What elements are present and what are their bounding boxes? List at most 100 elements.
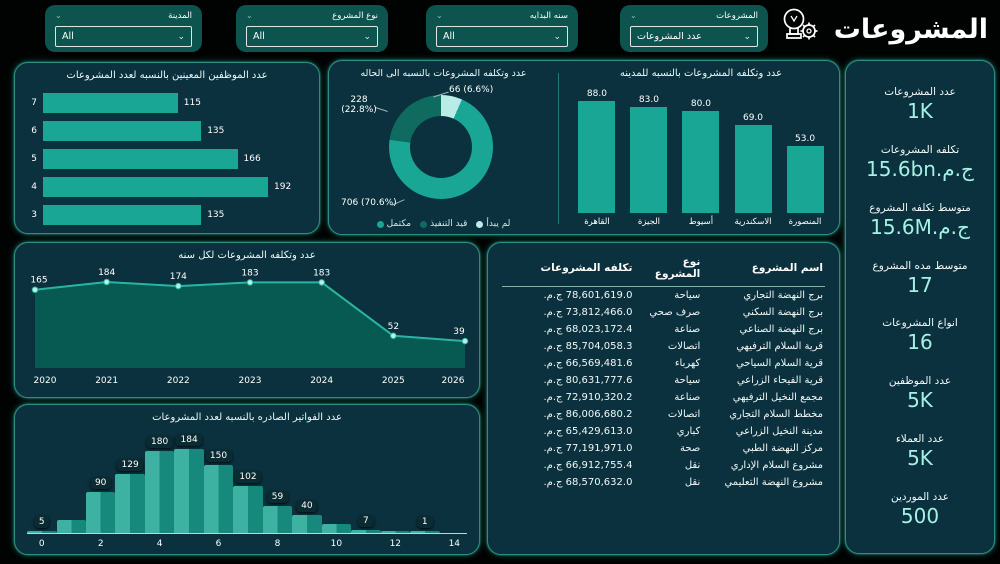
- data-point-2021[interactable]: [103, 278, 110, 286]
- chart-card-invoices: عدد الفواتير الصادره بالنسبه لعدد المشرو…: [14, 404, 480, 555]
- filter-start-year-label: سنه البدايه: [529, 11, 568, 21]
- kpi-value: 16: [907, 330, 933, 355]
- col-header-project-type[interactable]: نوع المشروع: [634, 251, 703, 287]
- hist-bar-9[interactable]: [292, 514, 322, 533]
- data-point-2020[interactable]: [31, 286, 39, 294]
- hist-bar-12[interactable]: [380, 531, 411, 533]
- bar-المنصورة[interactable]: [786, 145, 824, 213]
- kpi-label: عدد الموظفين: [888, 375, 952, 388]
- category-label: الجيزة: [637, 217, 661, 227]
- chevron-down-icon: ⌄: [743, 31, 751, 42]
- cell-project-cost: 66,569,481.6 ج.م.: [543, 358, 633, 369]
- chevron-down-icon: ⌄: [553, 31, 561, 42]
- data-point-2022[interactable]: [175, 282, 182, 290]
- table-row[interactable]: قرية الفيحاء الزراعي سياحة 80,631,777.6 ج.…: [502, 372, 825, 389]
- filter-projects-measure: المشروعات ⌄ عدد المشروعات ⌄: [620, 5, 768, 52]
- collapse-chevron-icon[interactable]: ⌄: [55, 11, 62, 20]
- hist-bar-4[interactable]: [144, 450, 175, 533]
- filter-project-type-select[interactable]: All ⌄: [246, 26, 378, 47]
- collapse-chevron-icon[interactable]: ⌄: [630, 11, 637, 20]
- filter-city-select[interactable]: All ⌄: [55, 26, 192, 47]
- hist-bar-11[interactable]: [351, 529, 381, 533]
- cell-project-name: قرية السلام السياحي: [735, 358, 823, 369]
- table-row[interactable]: قرية السلام الترفيهي اتصالات 85,704,058.3 …: [502, 338, 825, 355]
- bar-4[interactable]: [43, 177, 268, 197]
- table-row[interactable]: مشروع السلام الإداري نقل 66,912,755.4 ج.م.: [502, 457, 825, 474]
- filter-projects-measure-header: المشروعات ⌄: [630, 11, 758, 21]
- hbar-row: 6 135: [25, 121, 311, 141]
- value-label: 88.0: [586, 89, 607, 99]
- bar-القاهرة[interactable]: [578, 101, 616, 213]
- area-fill[interactable]: [35, 282, 465, 368]
- bar-الاسكندرية[interactable]: [734, 125, 772, 213]
- table-row[interactable]: برج النهضة السكني صرف صحي 73,812,466.0 ج.م…: [502, 304, 825, 321]
- legend-item-2[interactable]: مكتمل: [376, 219, 412, 229]
- x-tick-label: 2021: [95, 376, 118, 386]
- donut-ring[interactable]: [389, 95, 493, 199]
- col-header-project-cost[interactable]: تكلفه المشروعات: [502, 251, 635, 287]
- data-point-2023[interactable]: [246, 279, 254, 286]
- hist-bar-8[interactable]: [262, 506, 293, 533]
- kpi-label: عدد العملاء: [895, 433, 945, 446]
- hist-bar-6[interactable]: [203, 464, 234, 533]
- value-label: 165: [30, 276, 47, 286]
- chart-title-status: عدد وتكلفه المشروعات بالنسبه الى الحاله: [360, 68, 527, 79]
- filter-projects-measure-select[interactable]: عدد المشروعات ⌄: [630, 26, 758, 47]
- filter-start-year-select[interactable]: All ⌄: [436, 26, 568, 47]
- chevron-down-icon: ⌄: [363, 31, 371, 42]
- column-2: 80.0 أسيوط: [682, 87, 720, 232]
- cell-project-name: مركز النهضة الطبي: [742, 443, 823, 454]
- data-point-2024[interactable]: [318, 279, 325, 286]
- hist-value-label: 59: [266, 491, 289, 504]
- table-row[interactable]: قرية السلام السياحي كهرباء 66,569,481.6 ج.…: [502, 355, 825, 372]
- bar-5[interactable]: [43, 149, 238, 169]
- filter-projects-measure-value: عدد المشروعات: [637, 31, 702, 42]
- columns-section: عدد وتكلفه المشروعات بالنسبه للمدينه 88.…: [563, 61, 839, 236]
- legend-label: لم يبدأ: [486, 219, 511, 229]
- hist-bar-10[interactable]: [321, 523, 352, 533]
- data-point-2025[interactable]: [390, 332, 397, 340]
- cell-project-cost: 68,023,172.4 ج.م.: [543, 324, 633, 335]
- legend-item-1[interactable]: قيد التنفيذ: [420, 219, 467, 229]
- table-row[interactable]: مجمع النخيل الترفيهي صناعة 72,910,320.2 ج.…: [502, 389, 825, 406]
- hist-bar-0[interactable]: [27, 530, 57, 533]
- hist-bar-3[interactable]: [115, 474, 145, 533]
- cell-project-name: مخطط السلام التجاري: [729, 409, 823, 420]
- data-point-2026[interactable]: [461, 337, 469, 345]
- bar-أسيوط[interactable]: [682, 111, 720, 213]
- bar-الجيزة[interactable]: [630, 107, 668, 213]
- x-tick-label: 2022: [167, 376, 190, 386]
- bar-3[interactable]: [43, 205, 202, 225]
- table-row[interactable]: مركز النهضة الطبي صحة 77,191,971.0 ج.م.: [502, 440, 825, 457]
- hist-bar-5[interactable]: [174, 449, 204, 533]
- donut-section: عدد وتكلفه المشروعات بالنسبه الى الحاله …: [329, 61, 558, 236]
- cell-project-name: مدينة النخيل الزراعي: [735, 426, 823, 437]
- collapse-chevron-icon[interactable]: ⌄: [436, 11, 443, 20]
- hist-bar-7[interactable]: [233, 486, 263, 533]
- cell-project-name: قرية السلام الترفيهي: [736, 341, 823, 352]
- bar-6[interactable]: [43, 121, 202, 141]
- table-row[interactable]: مدينة النخيل الزراعي كباري 65,429,613.0 ج.…: [502, 423, 825, 440]
- hist-value-label: 150: [204, 449, 233, 462]
- hbar-plot: 7 115 6 135 5 166 4 192 3 135: [25, 93, 311, 225]
- category-label: القاهرة: [584, 217, 610, 227]
- hist-bar-1[interactable]: [56, 520, 86, 533]
- bar-7[interactable]: [43, 93, 178, 113]
- table-row[interactable]: برج النهضة التجاري سياحة 78,601,619.0 ج.م.: [502, 287, 825, 305]
- table-row[interactable]: مخطط السلام التجاري اتصالات 86,006,680.2 ج…: [502, 406, 825, 423]
- table-row[interactable]: برج النهضة الصناعي صناعة 68,023,172.4 ج.م.: [502, 321, 825, 338]
- legend-label: مكتمل: [386, 219, 412, 229]
- hist-bar-2[interactable]: [85, 491, 116, 533]
- cell-project-name: مجمع النخيل الترفيهي: [732, 392, 823, 403]
- col-header-project-name[interactable]: اسم المشروع: [702, 251, 825, 287]
- cell-project-type: صرف صحي: [649, 307, 701, 318]
- table-row[interactable]: مشروع النهضة التعليمي نقل 68,570,632.0 ج.م…: [502, 474, 825, 491]
- kpi-value: 15.6M.ج.م: [870, 214, 970, 239]
- cell-project-type: اتصالات: [667, 341, 701, 352]
- hist-bar-13[interactable]: [410, 531, 440, 533]
- x-axis-line: [27, 533, 467, 534]
- legend-item-0[interactable]: لم يبدأ: [476, 219, 510, 229]
- hist-value-label: 90: [89, 476, 112, 489]
- kpi-label: عدد المشروعات: [884, 85, 956, 98]
- collapse-chevron-icon[interactable]: ⌄: [246, 11, 253, 20]
